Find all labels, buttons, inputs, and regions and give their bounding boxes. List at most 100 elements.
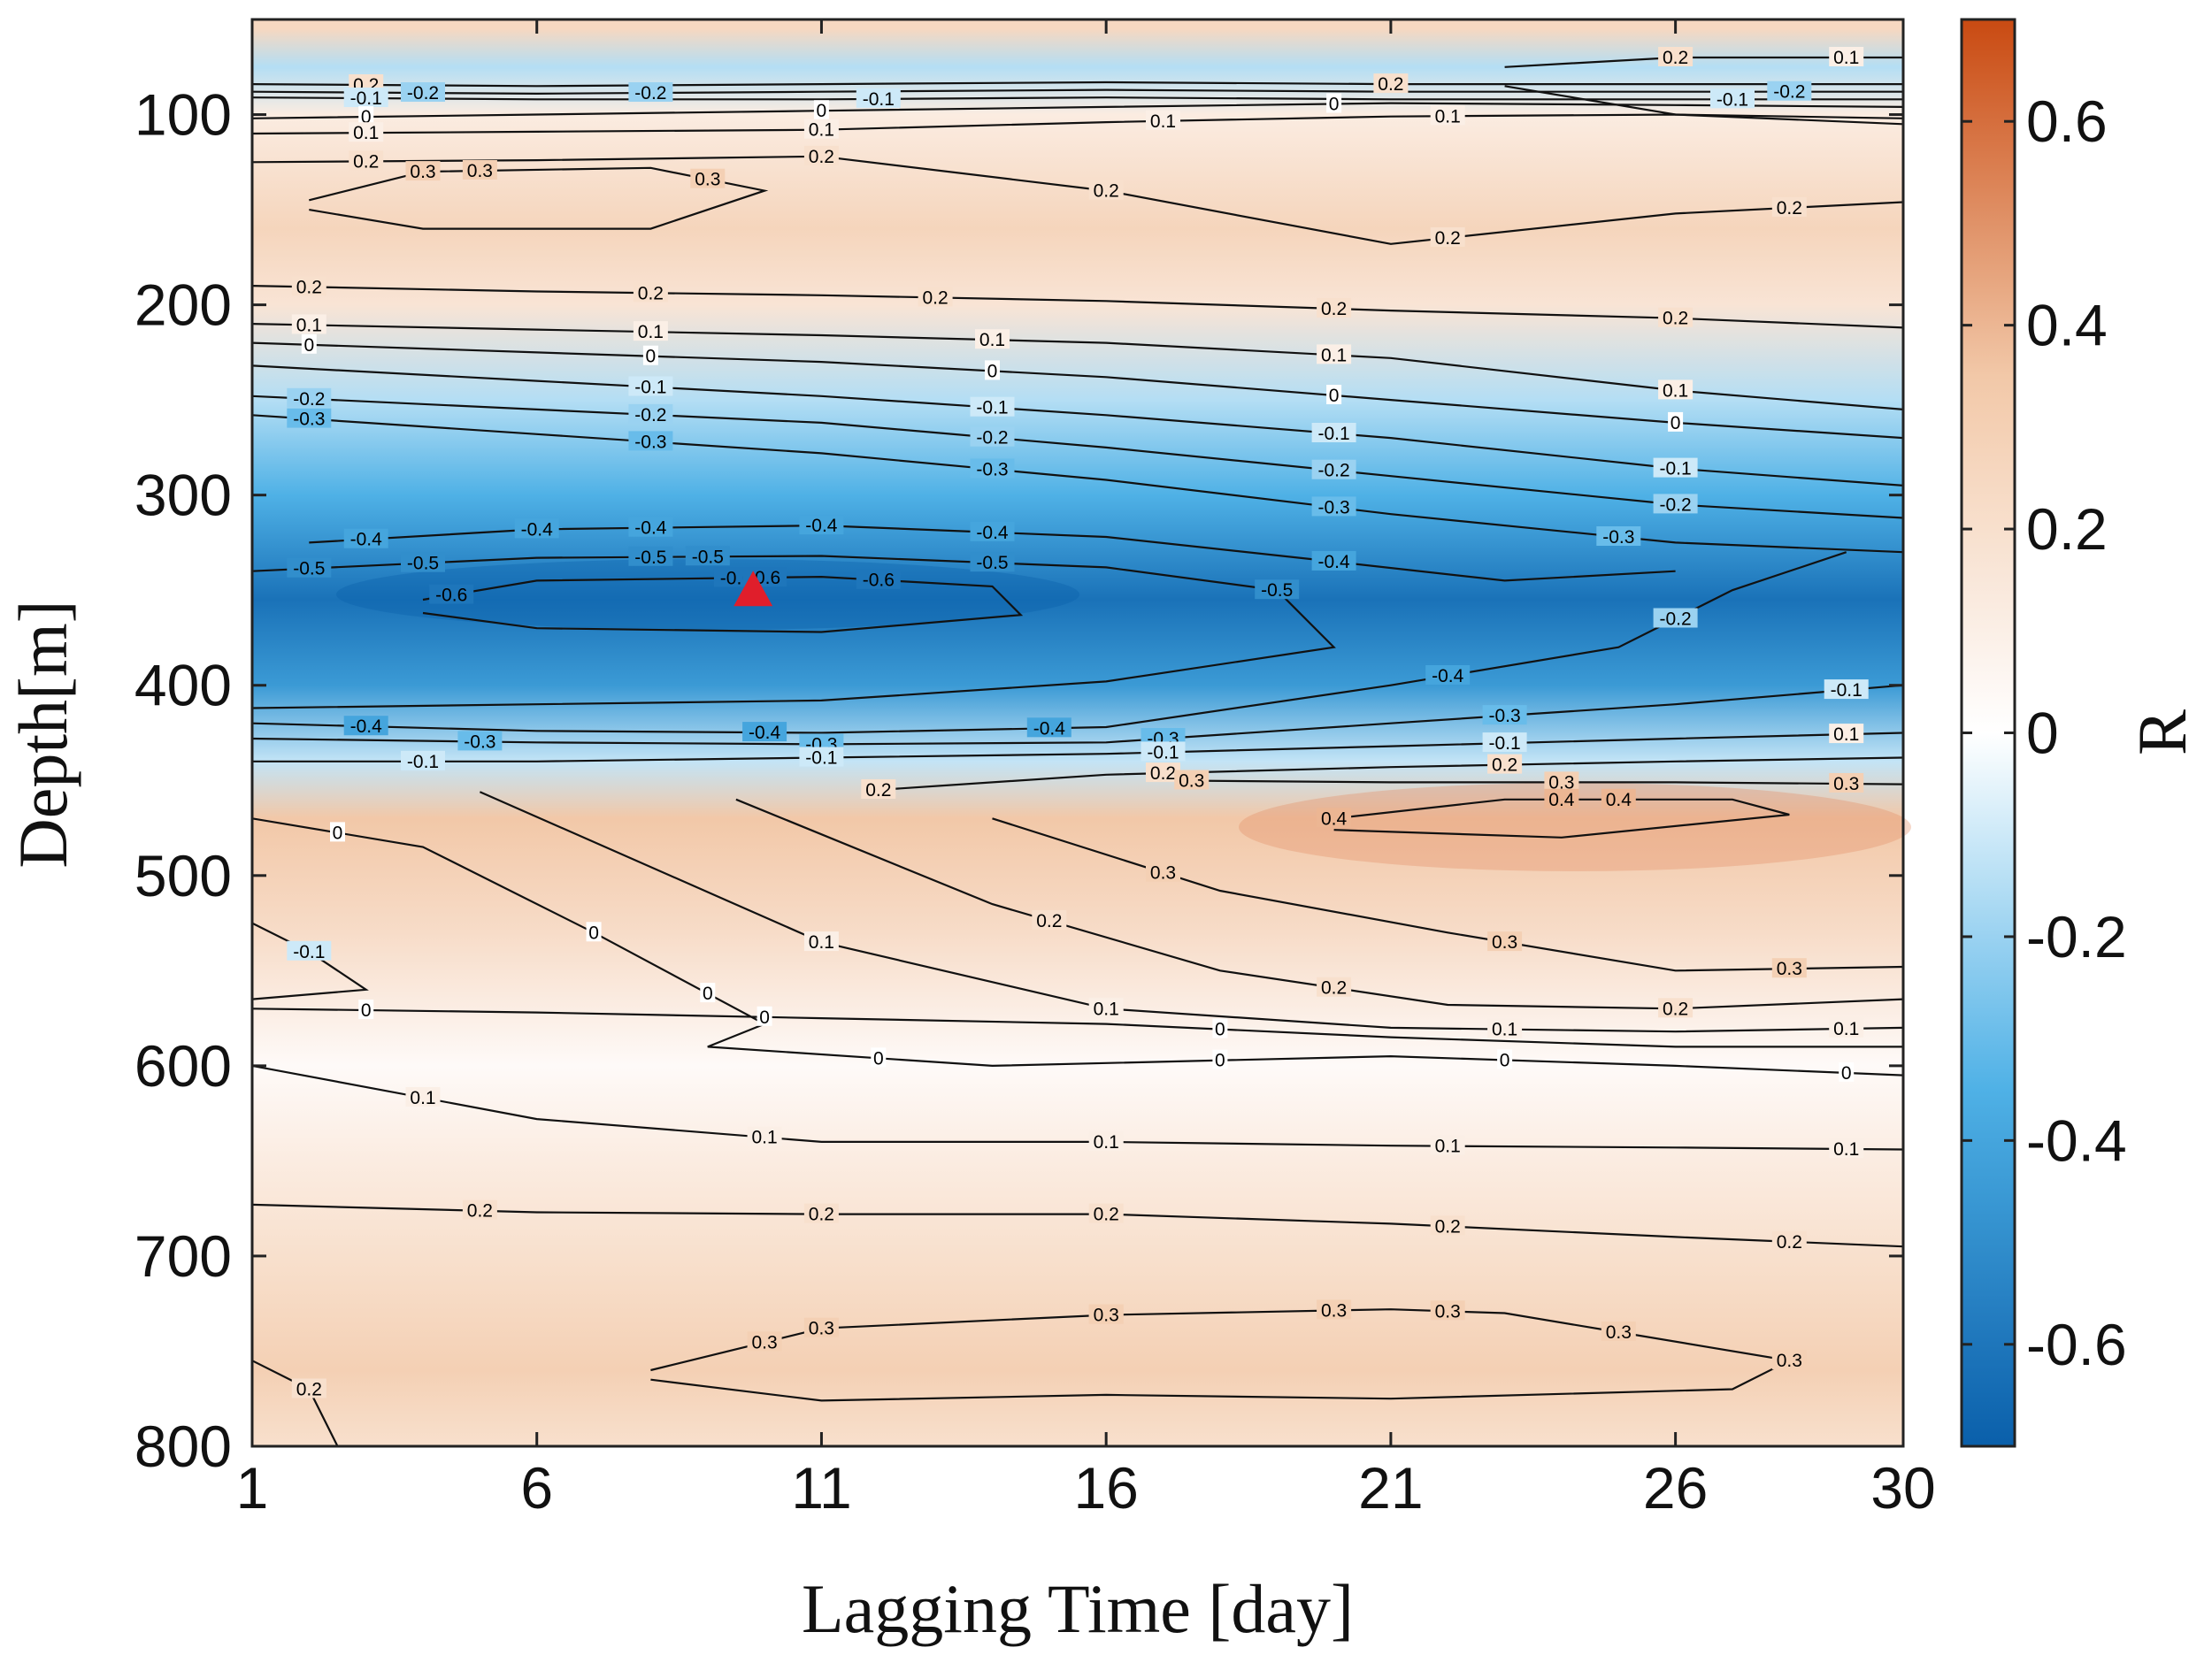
contour-label-background xyxy=(985,360,1000,380)
contour-label-background xyxy=(1497,1049,1513,1069)
y-tick-label: 200 xyxy=(134,272,232,338)
contour-label-background xyxy=(1088,1130,1124,1151)
contour-label: 0.1 xyxy=(1435,106,1461,126)
contour-label: 0.3 xyxy=(1179,771,1204,792)
contour-label: 0.3 xyxy=(467,161,493,181)
contour-label: 0.2 xyxy=(1777,1232,1802,1253)
contour-label: 0.2 xyxy=(922,287,948,308)
contour-line xyxy=(252,551,1847,734)
contour-line xyxy=(252,555,1336,709)
contour-label: -0.3 xyxy=(634,432,666,452)
y-tick-label: 600 xyxy=(134,1033,232,1099)
contour-label: 0 xyxy=(1671,413,1681,433)
contour-label: -0.2 xyxy=(1660,494,1692,515)
contour-label-background xyxy=(1088,180,1124,200)
contour-label-background xyxy=(1771,196,1807,217)
contour-label: 0 xyxy=(646,347,657,367)
contour-label-background xyxy=(918,287,953,307)
y-tick-label: 500 xyxy=(134,843,232,908)
contour-label-background xyxy=(803,119,839,139)
contour-label: 0 xyxy=(1215,1020,1225,1040)
contour-label: 0.4 xyxy=(1606,790,1632,810)
contour-label-background xyxy=(1829,724,1864,744)
x-axis: 1 6 11 16 21 26 30 xyxy=(236,19,1936,1521)
contour-label: -0.4 xyxy=(1033,718,1066,739)
contour-label-background xyxy=(1174,770,1210,790)
contour-label: 0.1 xyxy=(296,315,322,335)
contour-label: -0.3 xyxy=(464,732,495,752)
contour-label: -0.1 xyxy=(805,748,837,769)
contour-label: 0.1 xyxy=(1833,1019,1859,1039)
colorbar-tick-label: -0.2 xyxy=(2026,904,2127,969)
x-axis-title: Lagging Time [day] xyxy=(802,1570,1354,1647)
colorbar-tick-label: -0.4 xyxy=(2026,1107,2127,1173)
contour-line xyxy=(422,575,1024,633)
contour-label-background xyxy=(457,731,503,751)
contour-label-background xyxy=(1829,1017,1864,1038)
contour-label: -0.1 xyxy=(863,89,895,110)
contour-label: 0.1 xyxy=(638,322,664,342)
contour-label-background xyxy=(1668,411,1684,432)
contour-label: 0.2 xyxy=(638,283,664,303)
contour-label: -0.2 xyxy=(1660,609,1692,630)
contour-label: 0 xyxy=(759,1008,770,1028)
contour-label-background xyxy=(1653,457,1698,478)
contour-label-background xyxy=(1824,679,1869,700)
contour-line xyxy=(252,96,1903,101)
contour-label: 0.2 xyxy=(1435,228,1461,249)
x-tick-label: 30 xyxy=(1870,1455,1935,1521)
contour-label: -0.3 xyxy=(1489,706,1521,726)
contour-label-background xyxy=(1771,1230,1807,1251)
contour-label-background xyxy=(1487,1018,1523,1038)
x-tick-label: 21 xyxy=(1358,1455,1423,1521)
contour-line xyxy=(1163,779,1903,785)
contour-label: 0.1 xyxy=(353,123,379,143)
contour-label: 0.2 xyxy=(1150,763,1176,784)
contour-label-background xyxy=(358,106,374,126)
contour-label: -0.2 xyxy=(634,405,666,425)
contour-label-background xyxy=(1601,788,1636,808)
contour-label-background xyxy=(1146,762,1180,783)
contour-label: 0.2 xyxy=(865,780,891,801)
contour-label-background xyxy=(1829,773,1864,793)
contour-line xyxy=(252,1008,1903,1048)
contour-label-background xyxy=(970,458,1015,479)
contour-label: 0 xyxy=(873,1048,884,1069)
contour-label-background xyxy=(813,100,829,120)
contour-label-background xyxy=(633,282,668,303)
contour-label: 0.2 xyxy=(1663,999,1688,1019)
contour-label: 0.3 xyxy=(1777,959,1802,979)
contour-label-background xyxy=(287,940,332,961)
contour-line xyxy=(992,817,1903,972)
y-tick-label: 400 xyxy=(134,653,232,718)
contour-label: -0.1 xyxy=(407,752,439,772)
colorbar-tick-label: 0.6 xyxy=(2026,88,2108,154)
contour-label: 0.3 xyxy=(410,162,435,182)
contour-label: 0.2 xyxy=(1777,198,1802,218)
contour-label: -0.1 xyxy=(1660,459,1692,479)
contour-label: -0.1 xyxy=(350,88,382,109)
contour-label: -0.5 xyxy=(407,554,439,574)
contour-label-background xyxy=(401,552,445,572)
contour-label: -0.6 xyxy=(863,571,895,591)
contour-label: -0.5 xyxy=(976,553,1008,573)
contour-label-background xyxy=(799,515,844,535)
contour-label-background xyxy=(1771,958,1807,978)
contour-label-background xyxy=(803,1203,839,1223)
contour-label-background xyxy=(1430,105,1465,126)
contour-label: -0.6 xyxy=(435,586,467,606)
contour-label-background xyxy=(1311,459,1356,479)
contour-label-background xyxy=(1839,1061,1855,1082)
contour-label-background xyxy=(642,345,658,365)
contour-label: 0.1 xyxy=(1321,345,1347,365)
contour-label: -0.3 xyxy=(293,410,325,430)
contour-label-background xyxy=(970,396,1015,417)
heatmap-field xyxy=(252,19,1903,1446)
contour-label-background xyxy=(628,376,673,396)
contour-label-background xyxy=(799,747,844,767)
contour-label: -0.4 xyxy=(521,519,554,540)
contour-label-background xyxy=(330,822,345,842)
contour-label: -0.5 xyxy=(692,547,724,567)
contour-label-background xyxy=(1032,909,1067,930)
contour-label-background xyxy=(1141,741,1186,762)
